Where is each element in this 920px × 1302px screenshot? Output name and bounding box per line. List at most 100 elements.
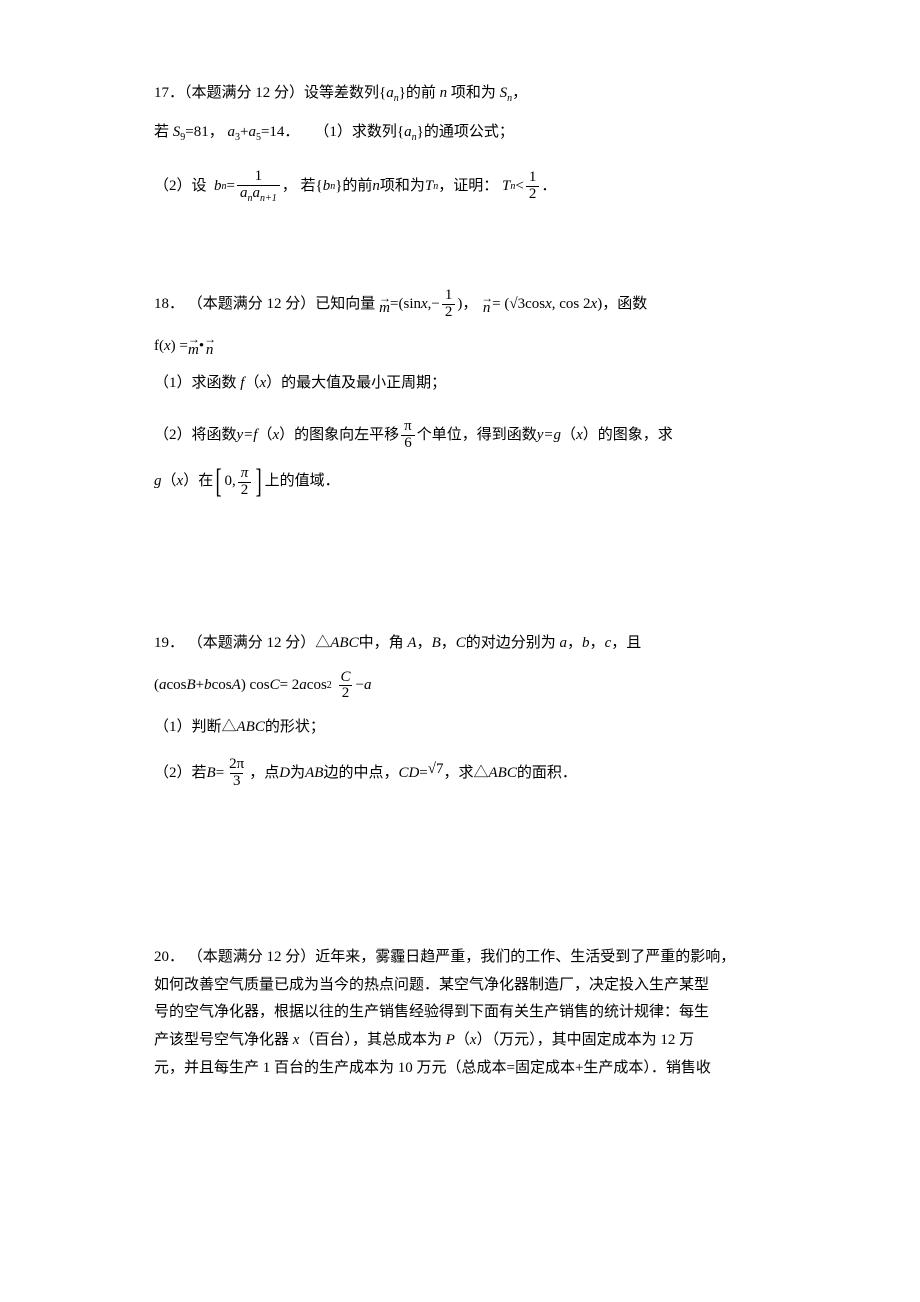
q18-yf: y=f (237, 424, 258, 447)
q19-eqs: = (419, 762, 427, 785)
q17-l1-d: ， (512, 85, 527, 101)
q18-p3a: （ (162, 470, 177, 493)
q18-p1a: （1）求函数 (154, 375, 240, 391)
q19-ea3: a (364, 674, 372, 697)
lbracket-icon: [ (216, 470, 222, 494)
q17-p1: （1）求数列{ (314, 124, 404, 140)
q19-eqb: cos (167, 674, 187, 697)
q18-nexpr-c: , cos 2 (552, 293, 591, 316)
q18-nexpr-b: cos (525, 293, 545, 316)
q19-p2f: 的面积． (517, 762, 577, 785)
q19-l1d: ，且 (611, 635, 641, 651)
q19-ABC3: ABC (489, 762, 517, 785)
q19-p2d: 边的中点， (323, 762, 398, 785)
q18-zero: 0, (225, 470, 236, 493)
q18-m: m (379, 302, 390, 315)
q17-s9eq: =81， (185, 124, 227, 140)
q19-c4: ， (590, 635, 605, 651)
q17-p2c: }的前 (335, 175, 372, 198)
q18-p2f: ）的图象，求 (583, 424, 673, 447)
q19-l1: 19． （本题满分 12 分）△ (154, 635, 330, 651)
q17-dot: ． (541, 175, 556, 198)
q18-p2d: 个单位，得到函数 (417, 424, 537, 447)
q19-C2: C 2 (338, 670, 354, 703)
q17-line2: 若 S9=81， a3+a5=14． （1）求数列{an}的通项公式； (154, 121, 766, 146)
q18-pi2n: π (238, 466, 252, 482)
q19-p2a: （2）若 (154, 762, 207, 785)
q17-bn-b: b (214, 175, 222, 198)
q17-frac-num: 1 (252, 169, 266, 185)
q17-l2-a: 若 (154, 124, 173, 140)
q18-n-vec2: →n (204, 336, 215, 356)
q20-l5: 元，并且每生产 1 百台的生产成本为 10 万元（总成本=固定成本+生产成本）．… (154, 1055, 766, 1083)
q20-l4a: 产该型号空气净化器 (154, 1032, 293, 1048)
q17-line3: （2）设 bn = 1 anan+1 ， 若{bn}的前 n 项和为Tn，证明：… (154, 169, 766, 204)
q18-p3: g（x）在 [ 0, π 2 ] 上的值域． (154, 466, 766, 499)
q18-l1a: 18． （本题满分 12 分）已知向量 (154, 293, 375, 316)
q18-x2: x (545, 293, 552, 316)
q19-line1: 19． （本题满分 12 分）△ABC中，角 A，B，C的对边分别为 a，b，c… (154, 632, 766, 655)
q19-eqh: − (356, 674, 364, 697)
q17-a3a: a (227, 124, 235, 140)
q18-yg: y=g (537, 424, 561, 447)
q17-a3a5: =14． (261, 124, 303, 140)
q18-p2e: （ (561, 424, 576, 447)
q19-C2d: 2 (339, 685, 353, 702)
q18-mexpr-a: (sin (398, 293, 421, 316)
q18-sqrt3: √3 (509, 293, 525, 316)
q17-p2d: 项和为 (380, 175, 425, 198)
q20-l3: 号的空气净化器，根据以往的生产销售经验得到下面有关生产销售的统计规律：每生 (154, 999, 766, 1027)
rbracket-icon: ] (256, 470, 262, 494)
q18-x8: x (177, 470, 184, 493)
q19-c2: ， (441, 635, 456, 651)
q17-p2b: ， 若{ (282, 175, 323, 198)
q19-p2b: ，点 (249, 762, 279, 785)
q19-eqf: = 2 (280, 674, 300, 697)
q18-half-d: 2 (442, 304, 456, 321)
q18-p1: （1）求函数 f（x）的最大值及最小正周期； (154, 372, 766, 395)
q17-frac: 1 anan+1 (237, 169, 280, 204)
q18-p2c: ）的图象向左平移 (279, 424, 399, 447)
q20-l2: 如何改善空气质量已成为当今的热点问题．某空气净化器制造厂，决定投入生产某型 (154, 972, 766, 1000)
q17-half-n: 1 (526, 170, 540, 186)
q20-P: P (446, 1032, 455, 1048)
q19-sqrt7: √7 (428, 758, 444, 781)
q19-l1c: 的对边分别为 (466, 635, 560, 651)
q19-C2n: C (338, 670, 354, 686)
q18-x3: x (591, 293, 598, 316)
q18-line1: 18． （本题满分 12 分）已知向量 →m = (sin x,− 1 2 ) … (154, 288, 766, 321)
q19-eqd: cos (212, 674, 232, 697)
q19-3: 3 (230, 773, 244, 790)
q19-ABC2: ABC (237, 719, 265, 735)
q20-l4d: ）（万元），其中固定成本为 12 万 (477, 1032, 695, 1048)
q19-AB: AB (305, 762, 323, 785)
q17-n2: n (372, 175, 380, 198)
q18-fx: f(x) = →m • →n (154, 335, 766, 358)
q18-pi2d: 2 (238, 482, 252, 499)
q18-mexpr-b: ,− (428, 293, 440, 316)
q18-m-vec2: →m (188, 336, 199, 356)
q20-l4b: （百台），其总成本为 (299, 1032, 445, 1048)
q19-A: A (407, 635, 416, 651)
q19-ABC: ABC (330, 635, 358, 651)
q17-l1-a: 17．（本题满分 12 分）设等差数列{ (154, 85, 386, 101)
q19-p2e: ，求△ (444, 762, 489, 785)
q18-x6: x (272, 424, 279, 447)
q18-nexpr-a: = ( (492, 293, 509, 316)
q18-m2: m (188, 344, 199, 357)
q17-frac-den: anan+1 (237, 185, 280, 205)
q18-eq1: = (390, 293, 398, 316)
q18-x4: x (164, 335, 171, 358)
q18-m-vec: →m (379, 295, 390, 315)
q20-x2: x (470, 1032, 477, 1048)
q19-eB: B (187, 674, 196, 697)
q17-lt: < (515, 175, 523, 198)
q18-pi: π (401, 419, 415, 435)
q18-p2b: （ (257, 424, 272, 447)
q19-CD: CD (398, 762, 419, 785)
q17-p1b: }的通项公式； (417, 124, 514, 140)
q18-fxa: f( (154, 335, 164, 358)
q18-p3c: 上的值域． (265, 470, 340, 493)
q17-half-d: 2 (526, 186, 540, 203)
q17-a5a: a (248, 124, 256, 140)
